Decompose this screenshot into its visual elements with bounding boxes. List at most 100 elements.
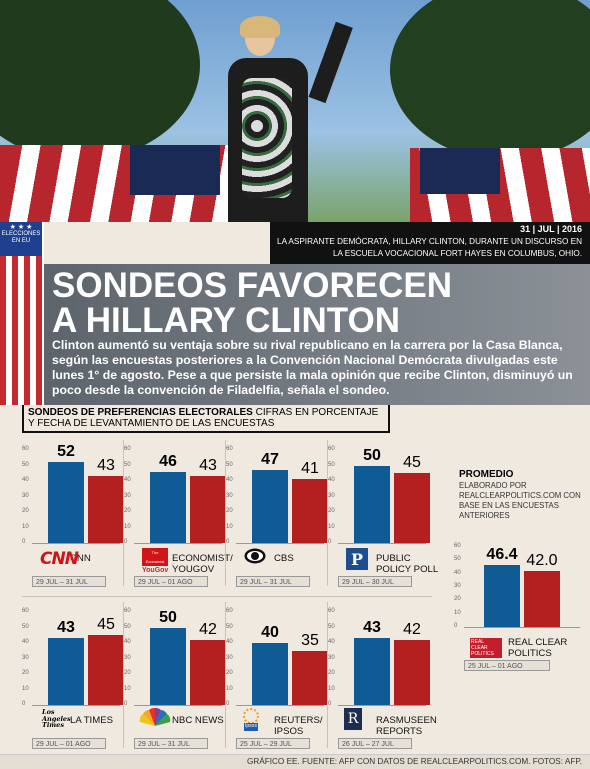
bar-clinton-public-policy-poll bbox=[354, 465, 390, 543]
y-tick-label: 20 bbox=[22, 670, 29, 676]
y-tick-label: 10 bbox=[226, 523, 233, 530]
y-tick-label: 0 bbox=[124, 539, 128, 545]
elecciones-badge: ★ ★ ★ ELECCIONES EN EU bbox=[0, 222, 42, 256]
data-label: 40 bbox=[261, 624, 279, 641]
ipsos-logo-text: Ipsos bbox=[245, 723, 257, 729]
footer-text: GRÁFICO EE. FUENTE: AFP CON DATOS DE REA… bbox=[247, 757, 582, 766]
bar-trump-public-policy-poll bbox=[394, 473, 430, 543]
bar-clinton-la-times bbox=[48, 638, 84, 705]
data-label: 42 bbox=[403, 620, 421, 638]
flag-bunting-left bbox=[0, 145, 230, 222]
data-label: 52 bbox=[57, 443, 75, 461]
data-label: 46 bbox=[159, 452, 177, 470]
bar-trump-real-clear-politics bbox=[524, 571, 560, 627]
y-tick-label: 60 bbox=[328, 608, 335, 614]
y-tick-label: 30 bbox=[226, 492, 233, 499]
y-tick-label: 0 bbox=[22, 701, 26, 707]
y-tick-label: 10 bbox=[124, 523, 131, 530]
source-label-public-policy-poll: PUBLIC POLICY POLL bbox=[376, 553, 439, 575]
date-range-rasmuseen-reports: 26 JUL – 27 JUL bbox=[338, 738, 412, 749]
y-tick-label: 10 bbox=[22, 523, 29, 530]
date-range-la-times: 29 JUL – 01 AGO bbox=[32, 738, 106, 749]
panel-divider bbox=[225, 440, 226, 586]
economist-logo: The Economist YouGov bbox=[142, 548, 168, 574]
bar-clinton-cnn bbox=[48, 462, 84, 543]
date-range-cbs: 29 JUL – 31 JUL bbox=[236, 576, 310, 587]
data-label: 35 bbox=[301, 631, 319, 649]
y-tick-label: 40 bbox=[226, 477, 233, 483]
headline-line2: A HILLARY CLINTON bbox=[52, 301, 401, 340]
chart-baseline bbox=[338, 705, 426, 706]
data-label: 50 bbox=[363, 446, 381, 464]
source-label-cnn: CNN bbox=[70, 553, 91, 564]
y-tick-label: 50 bbox=[22, 623, 29, 630]
cnn-logo-text: CNN bbox=[40, 549, 79, 569]
panel-divider bbox=[123, 440, 124, 586]
y-tick-label: 20 bbox=[22, 508, 29, 514]
y-tick-label: 0 bbox=[226, 539, 230, 545]
bar-clinton-cbs bbox=[252, 470, 288, 543]
y-tick-label: 40 bbox=[328, 639, 335, 645]
y-tick-label: 30 bbox=[22, 492, 29, 499]
y-tick-label: 10 bbox=[454, 609, 461, 616]
y-tick-label: 40 bbox=[454, 569, 461, 576]
chart-baseline bbox=[338, 543, 426, 544]
date-range-reuters-ipsos: 25 JUL – 29 JUL bbox=[236, 738, 310, 749]
bar-clinton-reuters-ipsos bbox=[252, 643, 288, 705]
y-tick-label: 60 bbox=[124, 608, 131, 614]
y-tick-label: 50 bbox=[226, 623, 233, 630]
y-tick-label: 40 bbox=[22, 639, 29, 645]
chart-baseline bbox=[134, 543, 222, 544]
photo-caption-text: LA ASPIRANTE DEMÓCRATA, HILLARY CLINTON,… bbox=[277, 237, 582, 258]
y-tick-label: 20 bbox=[124, 670, 131, 676]
bar-trump-rasmuseen-reports bbox=[394, 639, 430, 705]
data-label: 41 bbox=[301, 460, 319, 478]
bar-clinton-economist-yougov bbox=[150, 471, 186, 543]
headline-line1: SONDEOS FAVORECEN bbox=[52, 266, 452, 305]
bar-trump-nbc-news bbox=[190, 639, 226, 705]
chart-baseline bbox=[32, 705, 120, 706]
badge-line1: ELECCIONES bbox=[1, 231, 41, 237]
data-label: 43 bbox=[57, 619, 75, 637]
y-tick-label: 20 bbox=[124, 508, 131, 514]
cbs-eye-logo bbox=[244, 548, 266, 569]
source-label-real-clear-politics: REAL CLEAR POLITICS bbox=[508, 637, 568, 659]
promedio-subtitle: ELABORADO POR REALCLEARPOLITICS.COM CON … bbox=[459, 481, 581, 520]
y-tick-label: 30 bbox=[328, 654, 335, 661]
panel-divider bbox=[123, 602, 124, 748]
y-tick-label: 30 bbox=[22, 654, 29, 661]
bar-clinton-rasmuseen-reports bbox=[354, 638, 390, 705]
latimes-logo: Los Angeles Times bbox=[42, 708, 71, 729]
y-tick-label: 50 bbox=[124, 623, 131, 630]
date-range-cnn: 29 JUL – 31 JUL bbox=[32, 576, 106, 587]
data-label: 43 bbox=[363, 619, 381, 637]
source-label-rasmuseen-reports: RASMUSEEN REPORTS bbox=[376, 715, 437, 737]
date-range-public-policy-poll: 29 JUL – 30 JUL bbox=[338, 576, 412, 587]
tree-left bbox=[0, 0, 200, 160]
y-tick-label: 20 bbox=[328, 670, 335, 676]
section-subtitle-a: CIFRAS EN PORCENTAJE bbox=[252, 407, 379, 418]
y-tick-label: 50 bbox=[22, 461, 29, 468]
y-tick-label: 30 bbox=[328, 492, 335, 499]
lede-paragraph: Clinton aumentó su ventaja sobre su riva… bbox=[52, 338, 573, 397]
chart-baseline bbox=[464, 627, 580, 628]
date-range-economist-yougov: 29 JUL – 01 AGO bbox=[134, 576, 208, 587]
headline-band bbox=[44, 264, 590, 405]
bar-clinton-nbc-news bbox=[150, 627, 186, 705]
rasmussen-logo: R bbox=[344, 708, 362, 730]
y-tick-label: 0 bbox=[226, 701, 230, 707]
reuters-ipsos-logo: Ipsos bbox=[240, 708, 262, 737]
y-tick-label: 60 bbox=[226, 446, 233, 452]
chart-baseline bbox=[236, 543, 324, 544]
y-tick-label: 50 bbox=[328, 623, 335, 630]
y-tick-label: 0 bbox=[124, 701, 128, 707]
badge-stars: ★ ★ ★ bbox=[9, 224, 33, 231]
bar-trump-reuters-ipsos bbox=[292, 650, 328, 705]
bar-clinton-real-clear-politics bbox=[484, 565, 520, 627]
row-divider bbox=[22, 596, 432, 597]
y-tick-label: 40 bbox=[124, 477, 131, 483]
panel-divider bbox=[327, 440, 328, 586]
y-tick-label: 30 bbox=[226, 654, 233, 661]
cnn-logo: CNN bbox=[40, 549, 79, 569]
svg-text:P: P bbox=[351, 550, 363, 569]
